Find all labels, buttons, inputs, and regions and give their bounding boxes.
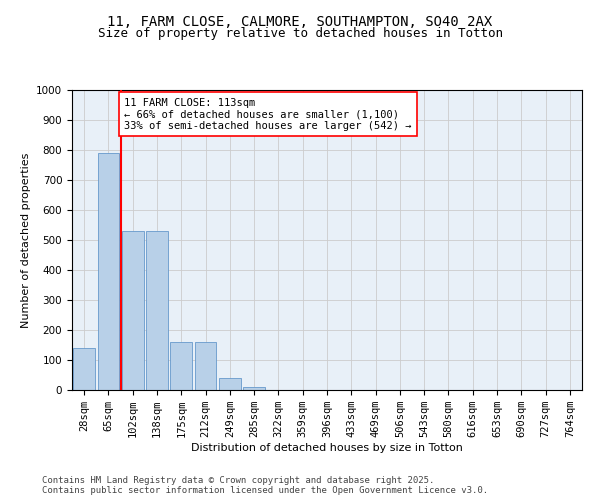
Bar: [97, 153, 119, 390]
Bar: [243, 387, 265, 390]
Text: 11, FARM CLOSE, CALMORE, SOUTHAMPTON, SO40 2AX: 11, FARM CLOSE, CALMORE, SOUTHAMPTON, SO…: [107, 15, 493, 29]
Bar: [146, 231, 168, 390]
Bar: [219, 378, 241, 390]
X-axis label: Distribution of detached houses by size in Totton: Distribution of detached houses by size …: [191, 443, 463, 453]
Bar: [194, 342, 217, 390]
Text: Size of property relative to detached houses in Totton: Size of property relative to detached ho…: [97, 28, 503, 40]
Bar: [73, 348, 95, 390]
Bar: [122, 231, 143, 390]
Y-axis label: Number of detached properties: Number of detached properties: [20, 152, 31, 328]
Text: 11 FARM CLOSE: 113sqm
← 66% of detached houses are smaller (1,100)
33% of semi-d: 11 FARM CLOSE: 113sqm ← 66% of detached …: [124, 98, 412, 130]
Text: Contains HM Land Registry data © Crown copyright and database right 2025.
Contai: Contains HM Land Registry data © Crown c…: [42, 476, 488, 495]
Bar: [170, 342, 192, 390]
